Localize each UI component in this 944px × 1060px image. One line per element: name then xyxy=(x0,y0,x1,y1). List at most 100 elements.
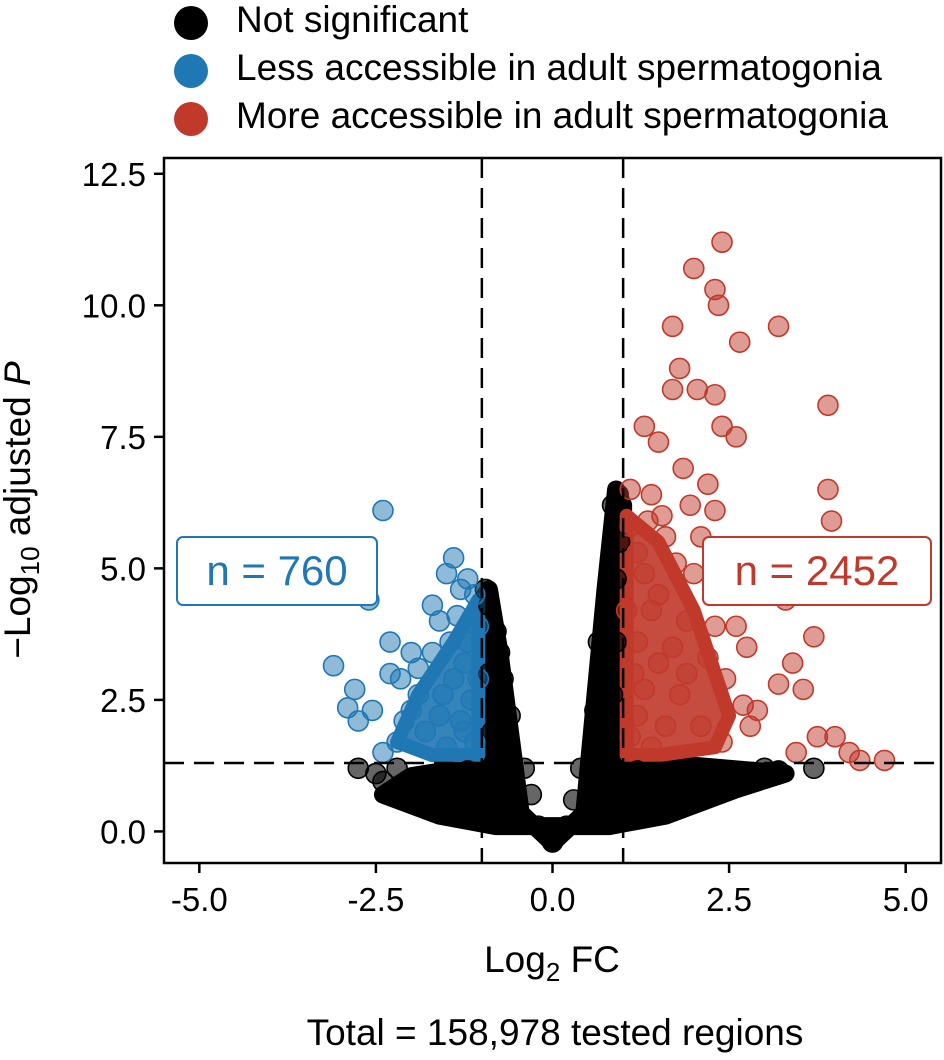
point-more-accessible xyxy=(615,599,638,622)
count-label-right: n = 2452 xyxy=(735,547,900,594)
point-more-accessible xyxy=(711,231,733,253)
point-more-accessible xyxy=(817,394,839,417)
point-more-accessible xyxy=(640,483,663,506)
point-more-accessible xyxy=(803,625,825,648)
point-not-significant xyxy=(584,699,606,722)
point-not-significant xyxy=(488,641,511,664)
point-not-significant xyxy=(605,568,627,590)
point-more-accessible xyxy=(767,315,790,338)
point-more-accessible xyxy=(739,715,762,738)
y-tick-label: 2.5 xyxy=(100,682,146,719)
point-not-significant xyxy=(594,599,617,622)
legend-label-less-accessible: Less accessible in adult spermatogonia xyxy=(236,47,882,88)
point-more-accessible xyxy=(661,315,684,338)
point-not-significant xyxy=(506,799,528,822)
point-not-significant xyxy=(725,762,747,785)
y-tick-label: 0.0 xyxy=(100,813,146,850)
point-more-accessible xyxy=(820,510,843,532)
point-more-accessible xyxy=(725,426,747,448)
point-less-accessible xyxy=(407,683,430,706)
point-not-significant xyxy=(562,789,585,811)
y-axis-label-middle: adjusted xyxy=(0,386,38,546)
point-more-accessible xyxy=(619,725,642,748)
point-not-significant xyxy=(640,799,663,822)
point-more-accessible xyxy=(672,457,694,480)
point-less-accessible xyxy=(428,704,451,727)
point-more-accessible xyxy=(711,731,733,753)
x-axis-label-sub: 2 xyxy=(546,957,560,987)
point-more-accessible xyxy=(704,615,726,638)
point-more-accessible xyxy=(697,647,719,669)
y-axis-label-sub: 10 xyxy=(15,546,45,575)
point-more-accessible xyxy=(654,715,677,738)
point-not-significant xyxy=(690,783,712,806)
point-more-accessible xyxy=(735,636,758,659)
point-less-accessible xyxy=(446,604,468,627)
point-more-accessible xyxy=(651,504,673,527)
point-less-accessible xyxy=(467,668,490,690)
point-less-accessible xyxy=(372,741,394,764)
x-tick-label: -5.0 xyxy=(171,881,228,918)
point-more-accessible xyxy=(725,615,747,638)
point-not-significant xyxy=(365,762,387,785)
point-more-accessible xyxy=(626,631,649,653)
point-less-accessible xyxy=(322,654,345,677)
point-more-accessible xyxy=(654,526,677,548)
x-tick-label: 5.0 xyxy=(883,881,929,918)
point-more-accessible xyxy=(728,331,751,353)
point-more-accessible xyxy=(633,678,656,701)
point-not-significant xyxy=(803,757,825,780)
point-less-accessible xyxy=(389,668,412,690)
y-tick-label: 5.0 xyxy=(100,550,146,587)
point-less-accessible xyxy=(460,689,483,711)
point-not-significant xyxy=(527,815,550,837)
point-less-accessible xyxy=(456,631,479,653)
legend-swatch-not-significant xyxy=(174,6,208,40)
legend-label-more-accessible: More accessible in adult spermatogonia xyxy=(236,95,888,136)
point-not-significant xyxy=(555,815,578,837)
point-less-accessible xyxy=(467,615,490,638)
point-not-significant xyxy=(591,657,613,680)
point-more-accessible xyxy=(714,668,737,690)
point-more-accessible xyxy=(626,541,649,564)
x-axis-label-suffix: FC xyxy=(560,939,620,980)
legend-swatch-less-accessible xyxy=(174,54,208,88)
point-more-accessible xyxy=(690,715,712,738)
count-box-right xyxy=(702,536,932,606)
y-axis-label-prefix: −Log xyxy=(0,575,38,658)
point-more-accessible xyxy=(873,749,896,772)
point-less-accessible xyxy=(421,641,444,664)
point-not-significant xyxy=(587,631,610,653)
x-tick-label: -2.5 xyxy=(347,881,404,918)
point-not-significant xyxy=(541,831,564,853)
point-not-significant xyxy=(626,760,649,782)
point-not-significant xyxy=(520,783,543,806)
legend-swatch-more-accessible xyxy=(174,102,208,136)
point-more-accessible xyxy=(619,478,642,501)
y-tick-label: 12.5 xyxy=(82,156,146,193)
point-less-accessible xyxy=(361,699,384,722)
point-less-accessible xyxy=(343,678,366,701)
point-less-accessible xyxy=(435,736,458,759)
y-axis-label: −Log10 adjusted P xyxy=(0,361,45,659)
point-less-accessible xyxy=(372,499,394,522)
point-less-accessible xyxy=(393,710,415,732)
point-more-accessible xyxy=(661,378,684,401)
point-more-accessible xyxy=(675,610,698,632)
point-not-significant xyxy=(569,757,592,780)
point-more-accessible xyxy=(622,662,645,685)
point-not-significant xyxy=(601,683,624,706)
y-tick-label: 10.0 xyxy=(82,287,146,324)
point-not-significant xyxy=(608,531,631,553)
point-not-significant xyxy=(668,789,691,811)
point-less-accessible xyxy=(453,720,476,743)
annotations: n = 760 n = 2452 xyxy=(176,536,932,606)
point-more-accessible xyxy=(665,552,687,574)
point-less-accessible xyxy=(463,583,486,606)
point-not-significant xyxy=(414,789,437,811)
x-axis-label-prefix: Log xyxy=(484,939,546,980)
point-more-accessible xyxy=(668,683,691,706)
point-more-accessible xyxy=(732,694,755,716)
point-less-accessible xyxy=(414,720,437,743)
